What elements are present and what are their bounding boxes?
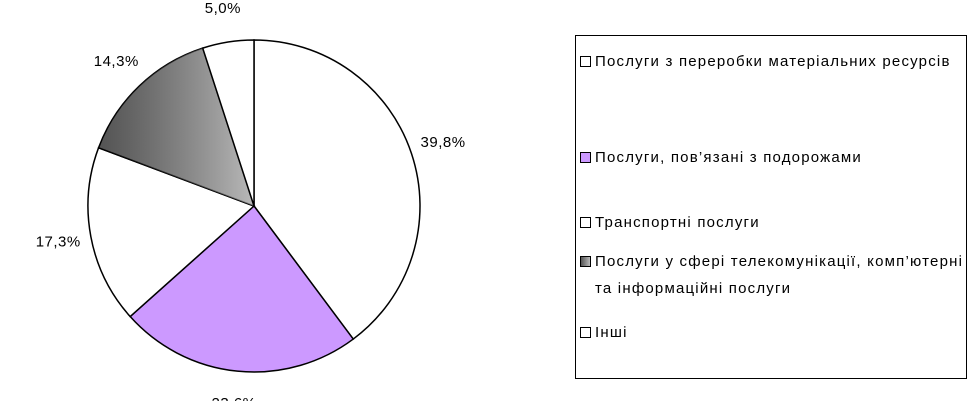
- legend-label: Транспортні послуги: [595, 214, 760, 231]
- legend-label: Послуги з переробки матеріальних ресурсі…: [595, 53, 951, 70]
- pie-slice: [129, 204, 355, 373]
- legend-label: Послуги, пов’язані з подорожами: [595, 149, 863, 166]
- data-label: 23,6%: [211, 395, 256, 401]
- pie-slice: [253, 39, 421, 341]
- data-label: 14,3%: [94, 53, 139, 70]
- legend-label: Послуги у сфері телекомунікації, комп’ют…: [595, 253, 964, 297]
- legend-item: Транспортні послуги: [580, 209, 965, 236]
- data-label: 39,8%: [421, 134, 466, 151]
- legend-swatch: [580, 152, 591, 163]
- legend-item: Послуги з переробки матеріальних ресурсі…: [580, 48, 965, 75]
- legend-swatch: [580, 56, 591, 67]
- legend-item: Послуги у сфері телекомунікації, комп’ют…: [580, 248, 965, 302]
- legend-swatch: [580, 256, 591, 267]
- legend-swatch: [580, 217, 591, 228]
- legend-swatch: [580, 327, 591, 338]
- data-label: 17,3%: [36, 234, 81, 251]
- data-label: 5,0%: [205, 0, 241, 17]
- legend-label: Інші: [595, 324, 628, 341]
- legend-item: Інші: [580, 319, 965, 346]
- legend: Послуги з переробки матеріальних ресурсі…: [575, 35, 967, 379]
- pie-slice: [201, 39, 255, 207]
- legend-item: Послуги, пов’язані з подорожами: [580, 144, 965, 171]
